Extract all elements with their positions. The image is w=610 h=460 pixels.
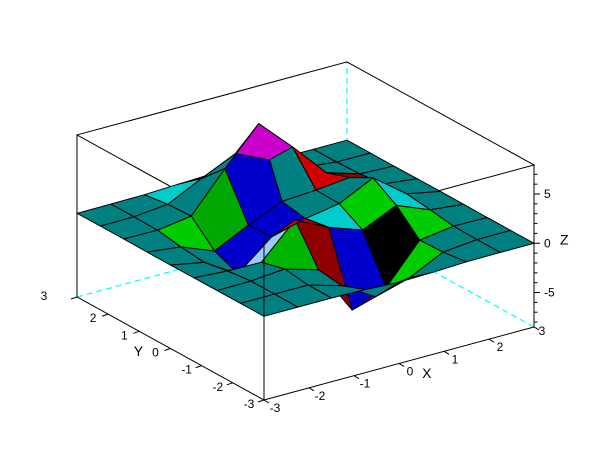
y-axis-label: Y [134, 343, 144, 359]
x-axis: -3 -2 -1 0 1 2 3 X [263, 324, 546, 415]
y-tick-label: 0 [152, 345, 159, 359]
x-tick-label: 2 [497, 340, 504, 354]
x-tick-label: 0 [407, 364, 414, 378]
x-tick-label: 1 [452, 352, 459, 366]
x-tick-label: -3 [270, 401, 281, 415]
y-tick-label: 1 [121, 328, 128, 342]
y-tick-label: -2 [212, 380, 223, 394]
surface-facet [201, 123, 260, 179]
surface-mesh [76, 123, 535, 317]
surface-facet [271, 218, 330, 238]
y-tick-label: 2 [90, 311, 97, 325]
z-axis-label: Z [560, 231, 569, 247]
x-tick-label: 3 [539, 324, 546, 338]
x-axis-label: X [422, 365, 432, 381]
surface-facet [442, 239, 501, 263]
z-tick-label: 0 [544, 236, 551, 250]
x-tick-label: -2 [315, 389, 326, 403]
y-axis: -3 -2 -1 0 1 2 3 Y [41, 289, 265, 411]
z-tick-label: -5 [544, 286, 555, 300]
x-tick-label: -1 [360, 377, 371, 391]
surface-facet [315, 177, 374, 205]
z-tick-label: 5 [544, 187, 551, 201]
y-tick-label: 3 [41, 289, 48, 303]
surface-facet [240, 293, 299, 317]
y-tick-label: -1 [181, 363, 192, 377]
y-tick-label: -3 [244, 397, 255, 411]
z-axis: -5 0 5 Z [533, 164, 569, 327]
